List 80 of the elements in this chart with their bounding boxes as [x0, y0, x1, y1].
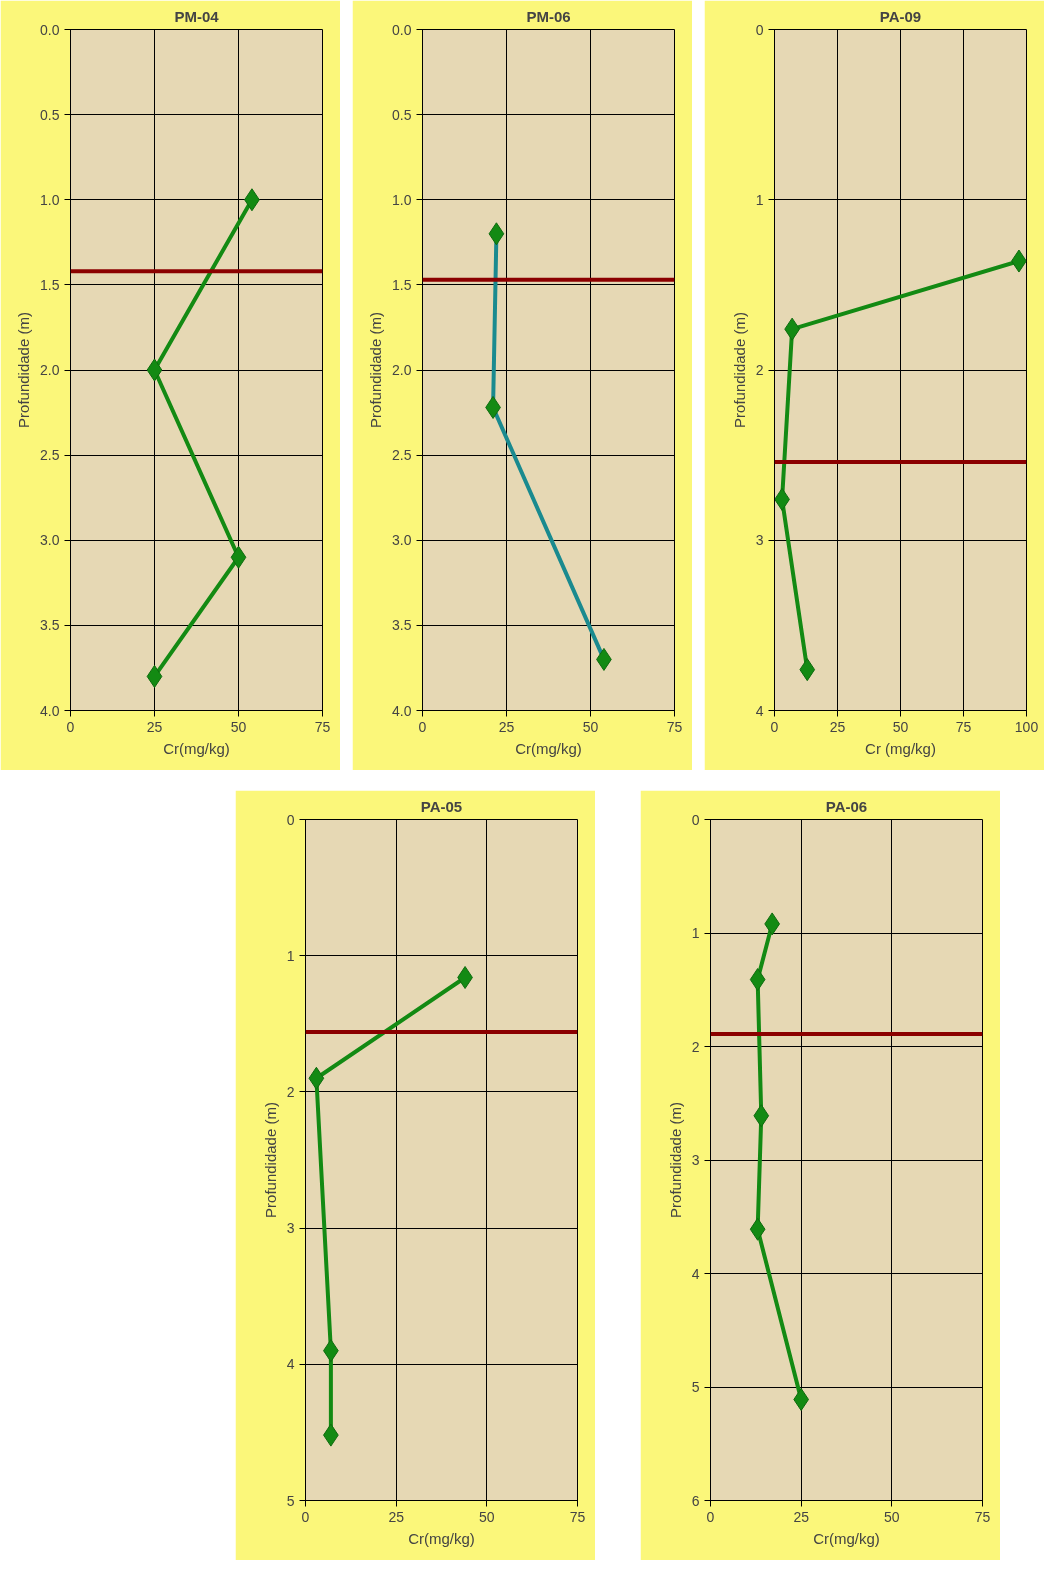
point — [308, 1066, 325, 1090]
y-tick-label: 1 — [691, 925, 700, 941]
y-tick-label: 2.5 — [392, 447, 412, 464]
y-tick-label: 6 — [691, 1492, 700, 1509]
point — [146, 358, 163, 382]
y-tick-label: 3 — [691, 1152, 700, 1168]
x-tick-label: 25 — [829, 718, 846, 735]
point — [753, 1104, 770, 1128]
point — [749, 968, 766, 992]
y-tick-label: 1.5 — [392, 276, 412, 293]
x-tick-label: 25 — [498, 718, 515, 735]
y-tick-label: 4.0 — [40, 702, 60, 719]
y-tick-label: 3 — [755, 532, 764, 549]
y-tick-label: 2.0 — [40, 362, 60, 378]
y-tick-label: 1.5 — [40, 276, 60, 293]
x-tick-label: 50 — [892, 718, 909, 735]
chart-title: PM-06 — [526, 7, 571, 25]
y-tick-label: 0 — [286, 811, 295, 828]
y-tick-label: 2.0 — [392, 362, 412, 378]
x-tick-label: 0 — [66, 718, 75, 735]
y-tick-label: 0.5 — [392, 106, 412, 123]
x-tick-label: 25 — [793, 1508, 810, 1525]
y-tick-label: 4 — [286, 1356, 295, 1373]
x-axis-title: Cr(mg/kg) — [163, 739, 230, 757]
x-tick-label: 0 — [770, 718, 779, 735]
x-tick-label: 0 — [301, 1508, 310, 1525]
y-tick-label: 0 — [755, 21, 764, 38]
y-tick-label: 2 — [755, 362, 764, 378]
x-tick-label: 75 — [955, 718, 972, 735]
x-tick-label: 100 — [1014, 718, 1039, 735]
x-tick-label: 75 — [569, 1508, 586, 1525]
point — [230, 545, 247, 569]
y-tick-label: 0.5 — [40, 106, 60, 123]
y-axis-title: Profundidade (m) — [261, 1102, 279, 1218]
y-tick-label: 3.5 — [392, 617, 412, 634]
y-axis-title: Profundidade (m) — [15, 312, 33, 428]
x-tick-label: 75 — [314, 718, 331, 735]
chart-title: PA-05 — [420, 797, 463, 815]
x-tick-label: 75 — [666, 718, 683, 735]
chart-title: PA-09 — [879, 7, 922, 25]
x-tick-label: 0 — [706, 1508, 715, 1525]
chart-title: PM-04 — [174, 7, 220, 25]
y-tick-label: 2 — [691, 1038, 700, 1055]
y-tick-label: 1.0 — [392, 191, 412, 208]
y-tick-label: 5 — [691, 1379, 700, 1395]
point — [749, 1217, 766, 1241]
y-tick-label: 0 — [691, 811, 700, 828]
x-tick-label: 75 — [974, 1508, 991, 1525]
x-axis-title: Cr(mg/kg) — [408, 1529, 475, 1547]
x-tick-label: 50 — [884, 1508, 900, 1525]
y-axis-title: Profundidade (m) — [730, 312, 748, 428]
x-tick-label: 25 — [388, 1508, 405, 1525]
point — [799, 658, 816, 682]
x-axis-title: Cr (mg/kg) — [865, 739, 936, 757]
x-axis-title: Cr(mg/kg) — [813, 1529, 880, 1547]
y-tick-label: 3 — [286, 1220, 295, 1237]
y-tick-label: 2.5 — [40, 447, 60, 464]
x-tick-label: 0 — [418, 718, 427, 735]
y-tick-label: 3.0 — [392, 532, 412, 549]
x-axis-title: Cr(mg/kg) — [515, 739, 582, 757]
y-tick-label: 2 — [286, 1083, 295, 1100]
y-tick-label: 0.0 — [392, 21, 412, 38]
y-tick-label: 0.0 — [40, 21, 60, 38]
point — [146, 664, 163, 688]
y-tick-label: 1 — [755, 191, 764, 208]
y-tick-label: 4 — [755, 702, 764, 719]
x-tick-label: 50 — [230, 718, 247, 735]
y-axis-title: Profundidade (m) — [367, 312, 385, 428]
x-tick-label: 25 — [146, 718, 163, 735]
y-tick-label: 3.0 — [40, 532, 60, 549]
y-tick-label: 4 — [691, 1265, 700, 1282]
y-tick-label: 5 — [286, 1492, 295, 1509]
y-tick-label: 4.0 — [392, 702, 412, 719]
y-tick-label: 3.5 — [40, 617, 60, 634]
x-tick-label: 50 — [582, 718, 599, 735]
y-axis-title: Profundidade (m) — [666, 1102, 684, 1218]
x-tick-label: 50 — [479, 1508, 495, 1525]
chart-title: PA-06 — [825, 797, 868, 815]
y-tick-label: 1 — [286, 947, 295, 964]
y-tick-label: 1.0 — [40, 191, 60, 208]
